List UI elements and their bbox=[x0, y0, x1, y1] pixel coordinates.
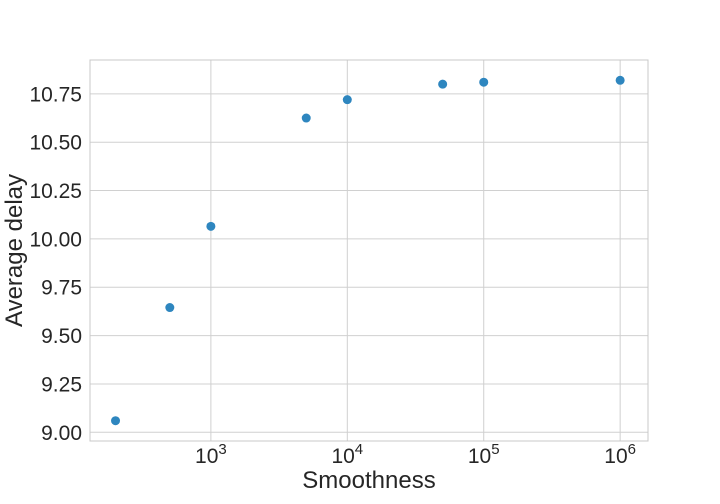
y-axis-tick-labels: 9.00 9.25 9.50 9.75 10.00 10.25 10.50 10.75 bbox=[29, 83, 82, 444]
x-tick-label: 106 bbox=[604, 441, 636, 468]
data-point bbox=[111, 416, 121, 426]
y-tick-label: 9.25 bbox=[41, 373, 82, 396]
data-points bbox=[111, 75, 625, 426]
x-axis-tick-labels: 103 104 105 106 bbox=[195, 441, 636, 468]
x-axis-title: Smoothness bbox=[302, 467, 435, 494]
data-point bbox=[165, 303, 175, 313]
y-axis-title: Average delay bbox=[1, 174, 28, 327]
grid bbox=[90, 60, 648, 441]
y-tick-label: 10.50 bbox=[29, 132, 82, 155]
x-tick-label: 104 bbox=[331, 441, 363, 468]
y-tick-label: 9.75 bbox=[41, 277, 82, 300]
data-point bbox=[301, 113, 311, 123]
y-tick-label: 9.00 bbox=[41, 422, 82, 445]
data-point bbox=[342, 95, 352, 105]
y-tick-label: 9.50 bbox=[41, 325, 82, 348]
y-tick-label: 10.00 bbox=[29, 228, 82, 251]
data-point bbox=[438, 79, 448, 89]
x-tick-label: 105 bbox=[468, 441, 500, 468]
data-point bbox=[206, 221, 216, 231]
data-point bbox=[615, 75, 625, 85]
y-tick-label: 10.75 bbox=[29, 83, 82, 106]
x-tick-label: 103 bbox=[195, 441, 227, 468]
data-point bbox=[479, 77, 489, 87]
plot-area-frame bbox=[89, 59, 649, 442]
y-tick-label: 10.25 bbox=[29, 180, 82, 203]
